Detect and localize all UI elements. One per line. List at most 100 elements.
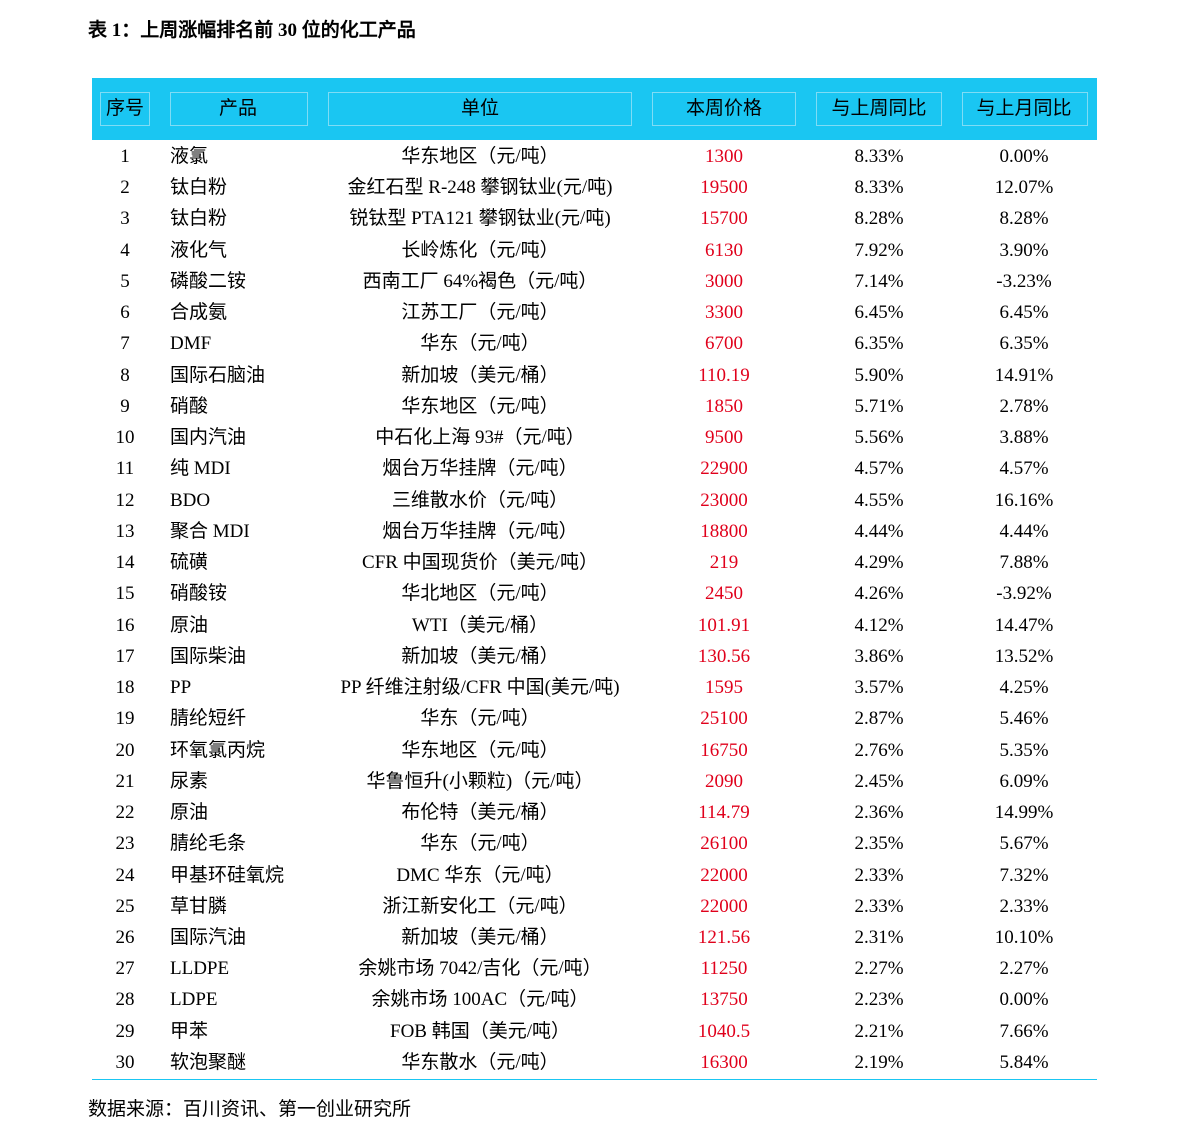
week-change: 8.28% — [854, 208, 904, 230]
price: 219 — [709, 552, 739, 574]
month-change: 14.47% — [994, 614, 1054, 636]
product: 钛白粉 — [170, 208, 228, 230]
price: 2450 — [705, 583, 743, 605]
row-number: 21 — [115, 770, 135, 792]
week-change: 2.36% — [854, 802, 904, 824]
price: 13750 — [700, 989, 748, 1011]
bottom-rule — [92, 1079, 1097, 1080]
price: 3300 — [705, 302, 743, 324]
row-number: 1 — [120, 146, 130, 167]
row-number: 18 — [115, 677, 135, 699]
row-number: 23 — [115, 833, 135, 855]
unit: 西南工厂 64%褐色（元/吨） — [362, 270, 598, 292]
week-change: 6.45% — [854, 302, 904, 324]
product: DMF — [170, 333, 212, 355]
product: 国际柴油 — [170, 645, 247, 667]
row-number: 11 — [115, 458, 135, 480]
week-change: 2.33% — [854, 895, 904, 917]
month-change: 4.25% — [999, 677, 1049, 699]
row-number: 26 — [115, 927, 135, 948]
month-change: -3.23% — [996, 270, 1052, 292]
row-number: 13 — [115, 520, 135, 542]
source-note: 数据来源：百川资讯、第一创业研究所 — [88, 1099, 412, 1120]
week-change: 5.71% — [854, 395, 904, 417]
unit: CFR 中国现货价（美元/吨） — [362, 552, 598, 574]
week-change: 2.27% — [854, 958, 904, 980]
month-change: -3.92% — [996, 583, 1052, 605]
month-change: 0.00% — [999, 146, 1049, 167]
product: 尿素 — [170, 770, 209, 792]
week-change: 4.29% — [854, 552, 904, 574]
week-change: 4.55% — [854, 489, 904, 511]
price: 23000 — [700, 489, 748, 511]
unit: 华东（元/吨） — [420, 333, 540, 355]
header-cell-box — [170, 92, 308, 126]
week-change: 7.14% — [854, 270, 904, 292]
week-change: 5.56% — [854, 427, 904, 449]
product: 国内汽油 — [170, 427, 247, 449]
column-header: 产品 — [218, 98, 258, 119]
row-number: 2 — [120, 177, 130, 199]
month-change: 5.46% — [999, 708, 1049, 730]
row-number: 5 — [120, 270, 130, 292]
week-change: 8.33% — [854, 177, 904, 199]
unit: FOB 韩国（美元/吨） — [390, 1020, 570, 1042]
price: 15700 — [700, 208, 748, 230]
unit: 烟台万华挂牌（元/吨） — [382, 520, 578, 542]
product: 合成氨 — [170, 302, 228, 324]
product: 软泡聚醚 — [170, 1051, 247, 1073]
row-number: 28 — [115, 989, 135, 1011]
price: 9500 — [705, 427, 743, 449]
product: 纯 MDI — [170, 458, 231, 480]
price: 6700 — [705, 333, 743, 355]
unit: 布伦特（美元/桶） — [401, 802, 559, 824]
price: 16750 — [700, 739, 748, 761]
week-change: 5.90% — [854, 364, 904, 386]
product: 硫磺 — [170, 552, 209, 574]
product: BDO — [170, 489, 211, 511]
unit: 浙江新安化工（元/吨） — [382, 895, 578, 917]
unit: PP 纤维注射级/CFR 中国(美元/吨) — [340, 677, 620, 699]
unit: 华东地区（元/吨） — [401, 395, 559, 417]
unit: 华鲁恒升(小颗粒)（元/吨） — [366, 770, 594, 792]
product: 国际石脑油 — [170, 364, 266, 386]
month-change: 3.88% — [999, 427, 1049, 449]
unit: 中石化上海 93#（元/吨） — [375, 427, 585, 449]
header-cell-box — [816, 92, 942, 126]
row-number: 8 — [120, 364, 130, 386]
week-change: 7.92% — [854, 239, 904, 261]
week-change: 2.33% — [854, 864, 904, 886]
unit: DMC 华东（元/吨） — [396, 864, 564, 886]
price: 3000 — [705, 270, 743, 292]
product: 国际汽油 — [170, 927, 247, 948]
price: 18800 — [700, 520, 748, 542]
product: 腈纶毛条 — [170, 833, 247, 855]
unit: 长岭炼化（元/吨） — [401, 239, 559, 261]
month-change: 6.45% — [999, 302, 1049, 324]
price: 1850 — [705, 395, 743, 417]
month-change: 12.07% — [994, 177, 1054, 199]
row-number: 3 — [120, 208, 130, 230]
week-change: 2.76% — [854, 739, 904, 761]
month-change: 5.35% — [999, 739, 1049, 761]
product: LDPE — [170, 989, 218, 1011]
unit: 新加坡（美元/桶） — [401, 645, 559, 667]
week-change: 4.44% — [854, 520, 904, 542]
product: 钛白粉 — [170, 177, 228, 199]
month-change: 5.67% — [999, 833, 1049, 855]
week-change: 2.87% — [854, 708, 904, 730]
month-change: 10.10% — [994, 927, 1054, 948]
price: 19500 — [700, 177, 748, 199]
unit: 新加坡（美元/桶） — [401, 927, 559, 948]
row-number: 9 — [120, 395, 130, 417]
week-change: 2.45% — [854, 770, 904, 792]
row-number: 7 — [120, 333, 130, 355]
product: 草甘膦 — [170, 895, 228, 917]
week-change: 3.86% — [854, 645, 904, 667]
month-change: 6.09% — [999, 770, 1049, 792]
unit: 江苏工厂（元/吨） — [401, 302, 559, 324]
unit: 华东（元/吨） — [420, 708, 540, 730]
product: 磷酸二铵 — [170, 270, 247, 292]
header-cell-box — [652, 92, 796, 126]
